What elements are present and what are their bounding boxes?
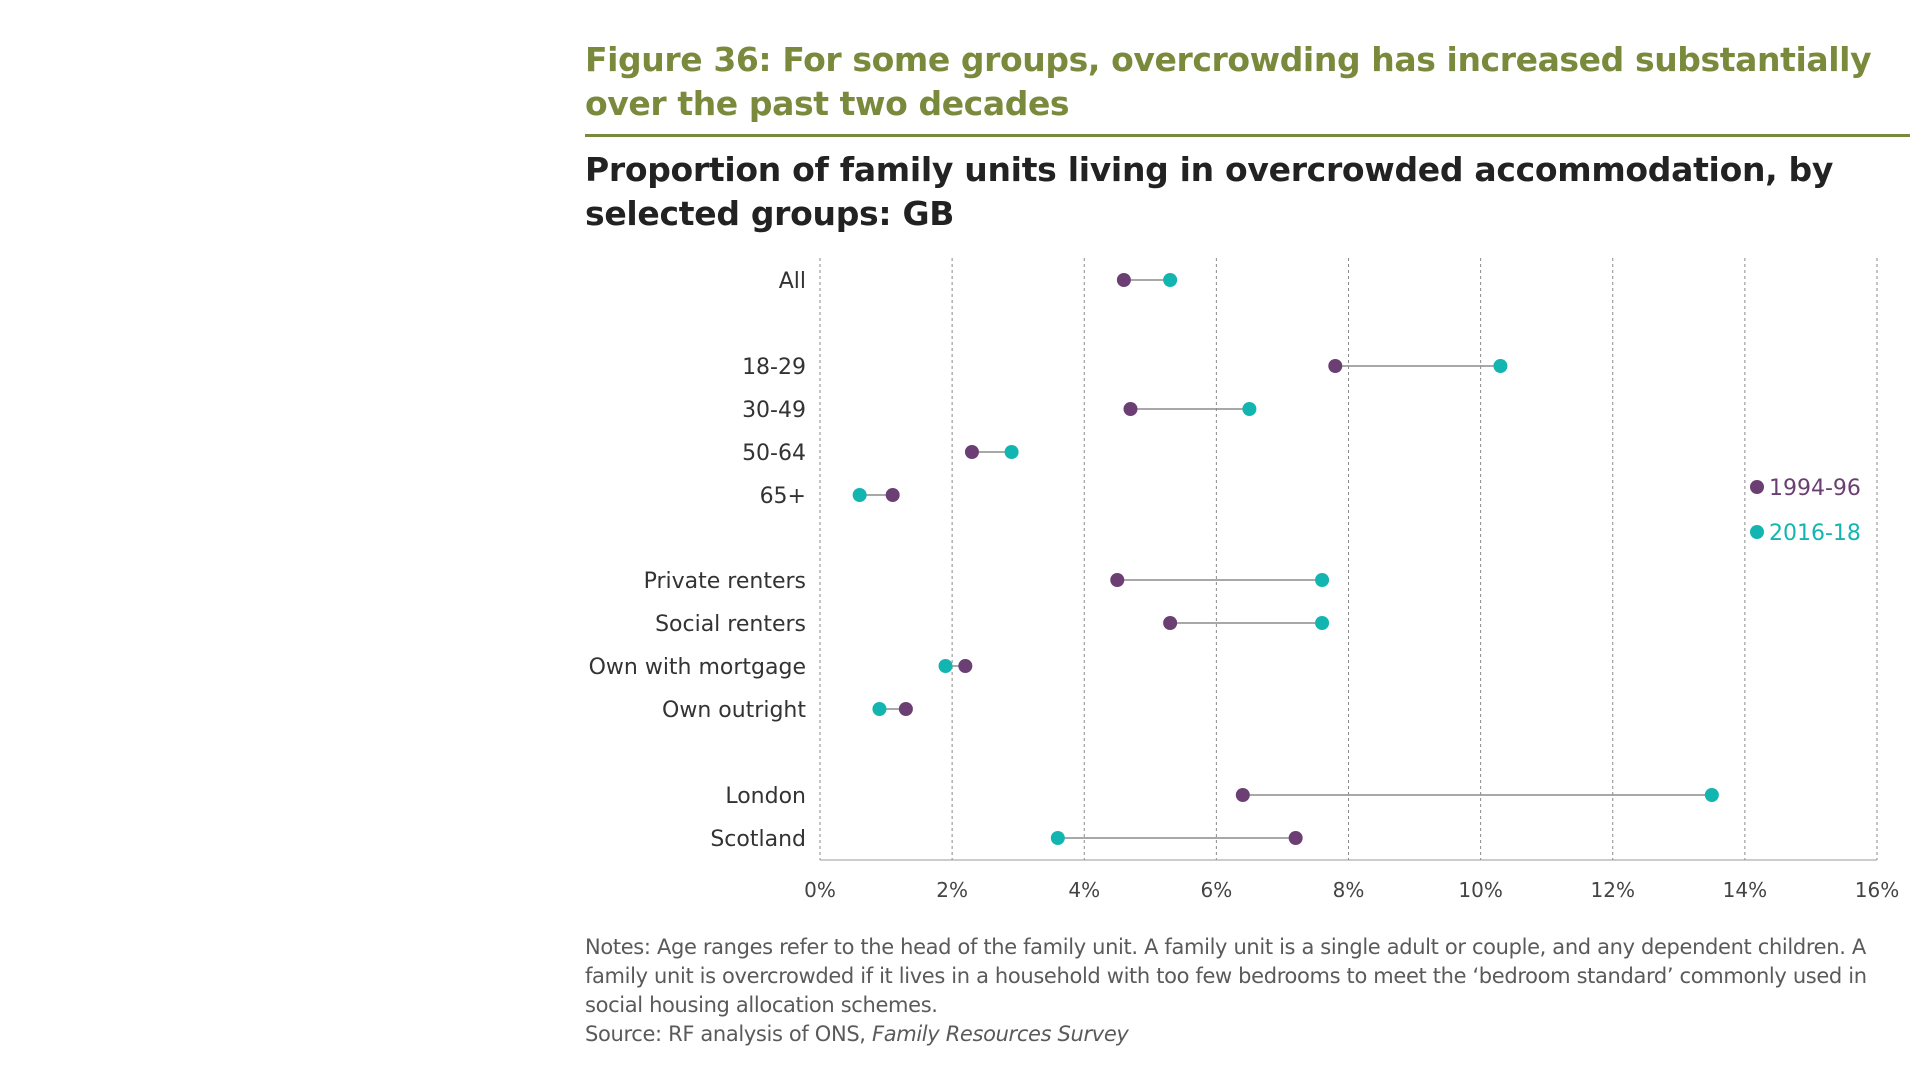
x-tick-label: 8% bbox=[1333, 878, 1365, 902]
legend-label: 2016-18 bbox=[1769, 521, 1861, 546]
x-tick-label: 12% bbox=[1591, 878, 1635, 902]
x-tick-label: 4% bbox=[1068, 878, 1100, 902]
point-2016-18 bbox=[1315, 616, 1330, 630]
point-1994-96 bbox=[958, 659, 973, 673]
point-1994-96 bbox=[885, 488, 900, 502]
x-axis-ticks: 0% 2% 4% 6% 8% 10% 12% 14% 16% bbox=[804, 878, 1899, 902]
source-line: Source: RF analysis of ONS, Family Resou… bbox=[585, 1020, 1915, 1049]
point-2016-18 bbox=[872, 702, 887, 716]
point-1994-96 bbox=[1116, 273, 1131, 287]
category-label: 30-49 bbox=[742, 398, 806, 423]
legend: 1994-96 2016-18 bbox=[1750, 476, 1861, 546]
dumbbell-chart: 0% 2% 4% 6% 8% 10% 12% 14% 16% All 18-29 30-49 50-6… bbox=[589, 258, 1899, 902]
category-label: All bbox=[779, 269, 806, 294]
category-labels: All 18-29 30-49 50-64 65+ Private renters Soci… bbox=[589, 269, 807, 852]
figure-title: Figure 36: For some groups, overcrowding… bbox=[585, 40, 1872, 123]
point-2016-18 bbox=[1315, 573, 1330, 587]
x-tick-label: 0% bbox=[804, 878, 836, 902]
data-points bbox=[852, 273, 1719, 845]
point-2016-18 bbox=[1493, 359, 1508, 373]
source-prefix: Source: RF analysis of ONS, bbox=[585, 1022, 872, 1046]
source-italic: Family Resources Survey bbox=[871, 1022, 1129, 1046]
category-label: 18-29 bbox=[742, 355, 806, 380]
point-1994-96 bbox=[1163, 616, 1178, 630]
x-tick-label: 10% bbox=[1458, 878, 1502, 902]
category-label: London bbox=[725, 784, 806, 809]
legend-marker bbox=[1750, 525, 1764, 539]
point-1994-96 bbox=[898, 702, 913, 716]
point-1994-96 bbox=[1288, 831, 1303, 845]
category-label: 65+ bbox=[760, 484, 806, 509]
x-tick-label: 16% bbox=[1855, 878, 1899, 902]
x-tick-label: 6% bbox=[1201, 878, 1233, 902]
point-2016-18 bbox=[1050, 831, 1065, 845]
x-tick-label: 14% bbox=[1723, 878, 1767, 902]
category-label: Own with mortgage bbox=[589, 655, 806, 680]
point-2016-18 bbox=[938, 659, 953, 673]
point-2016-18 bbox=[1704, 788, 1719, 802]
point-1994-96 bbox=[964, 445, 979, 459]
category-label: Scotland bbox=[710, 827, 806, 852]
gridlines bbox=[819, 258, 1878, 861]
chart-subtitle: Proportion of family units living in ove… bbox=[585, 150, 1834, 233]
notes-block: Notes: Age ranges refer to the head of t… bbox=[585, 933, 1915, 1049]
category-label: Social renters bbox=[655, 612, 806, 637]
point-2016-18 bbox=[852, 488, 867, 502]
point-1994-96 bbox=[1235, 788, 1250, 802]
category-label: Private renters bbox=[644, 569, 806, 594]
legend-marker bbox=[1750, 480, 1764, 494]
legend-label: 1994-96 bbox=[1769, 476, 1861, 501]
x-tick-label: 2% bbox=[936, 878, 968, 902]
point-2016-18 bbox=[1004, 445, 1019, 459]
connectors bbox=[859, 279, 1712, 839]
point-2016-18 bbox=[1242, 402, 1257, 416]
notes-text: Notes: Age ranges refer to the head of t… bbox=[585, 935, 1867, 1017]
category-label: Own outright bbox=[662, 698, 806, 723]
point-1994-96 bbox=[1328, 359, 1343, 373]
category-label: 50-64 bbox=[742, 441, 806, 466]
point-1994-96 bbox=[1110, 573, 1125, 587]
point-2016-18 bbox=[1163, 273, 1178, 287]
title-divider bbox=[585, 134, 1910, 137]
point-1994-96 bbox=[1123, 402, 1138, 416]
